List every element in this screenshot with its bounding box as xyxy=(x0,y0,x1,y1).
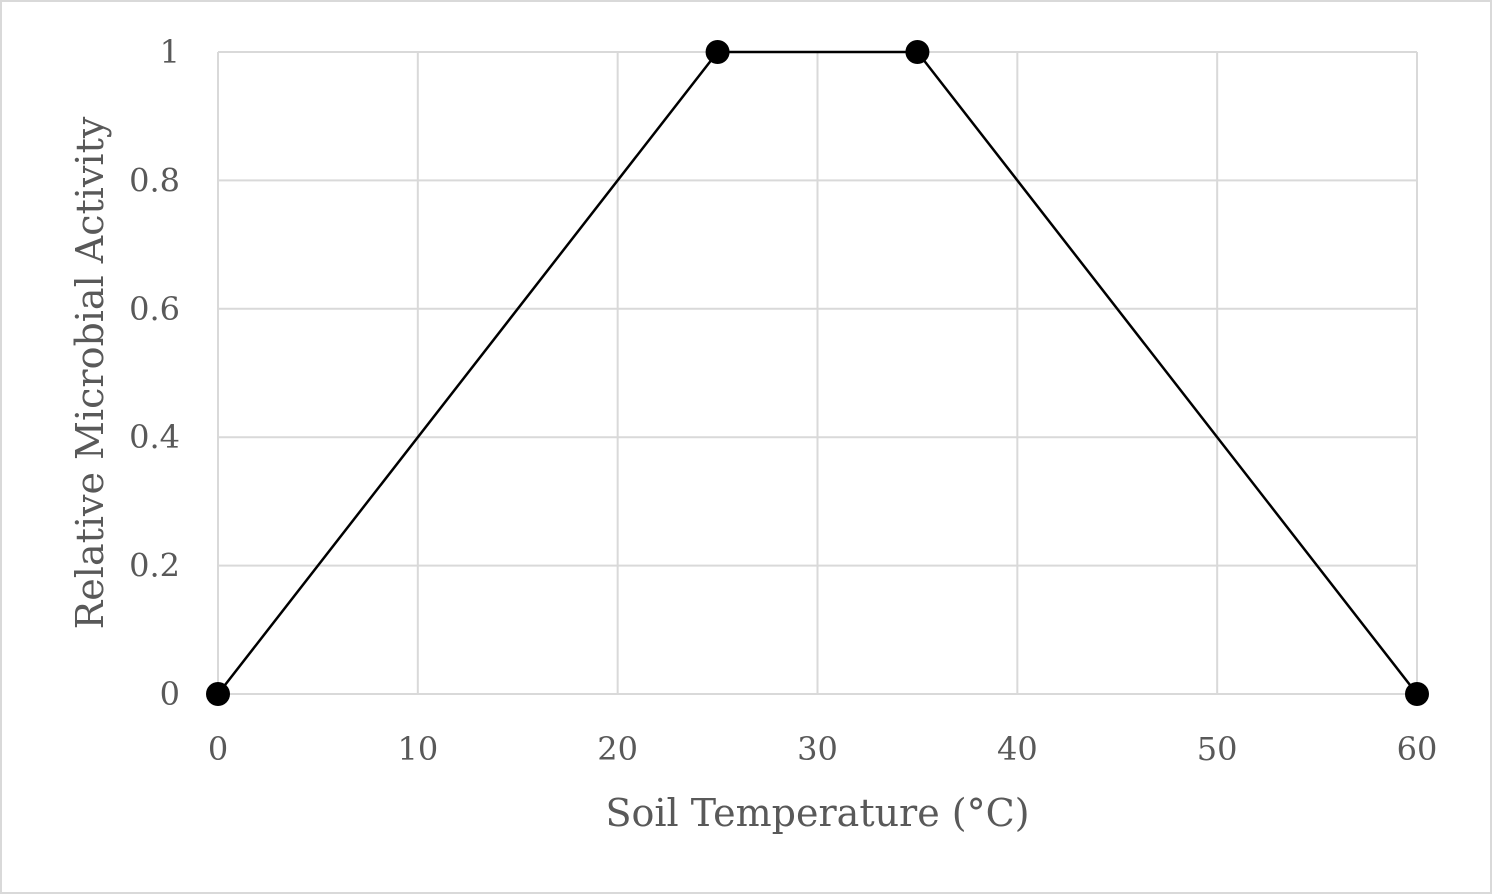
data-point-marker xyxy=(905,40,930,64)
x-tick-label: 50 xyxy=(1197,730,1238,768)
y-axis-title: Relative Microbial Activity xyxy=(68,116,112,629)
gridlines xyxy=(217,51,1418,695)
data-point-marker xyxy=(206,682,230,706)
y-tick-label: 0.4 xyxy=(129,418,180,456)
y-axis-tick-labels: 0 0.2 0.4 0.6 0.8 1 xyxy=(129,33,180,713)
y-tick-label: 0.8 xyxy=(129,161,180,199)
x-axis-tick-labels: 0 10 20 30 40 50 60 xyxy=(208,730,1438,768)
x-tick-label: 0 xyxy=(208,730,228,768)
x-tick-label: 60 xyxy=(1397,730,1438,768)
y-tick-label: 0.2 xyxy=(129,547,180,585)
data-point-marker xyxy=(1405,682,1429,706)
data-series xyxy=(206,40,1429,706)
y-tick-label: 0 xyxy=(160,675,180,713)
y-tick-label: 1 xyxy=(160,33,180,71)
x-axis-title: Soil Temperature (°C) xyxy=(605,791,1029,835)
x-tick-label: 40 xyxy=(997,730,1038,768)
x-tick-label: 20 xyxy=(597,730,638,768)
series-line xyxy=(217,50,1418,695)
data-point-marker xyxy=(705,40,730,64)
x-tick-label: 10 xyxy=(397,730,438,768)
y-tick-label: 0.6 xyxy=(129,290,180,328)
x-tick-label: 30 xyxy=(797,730,838,768)
